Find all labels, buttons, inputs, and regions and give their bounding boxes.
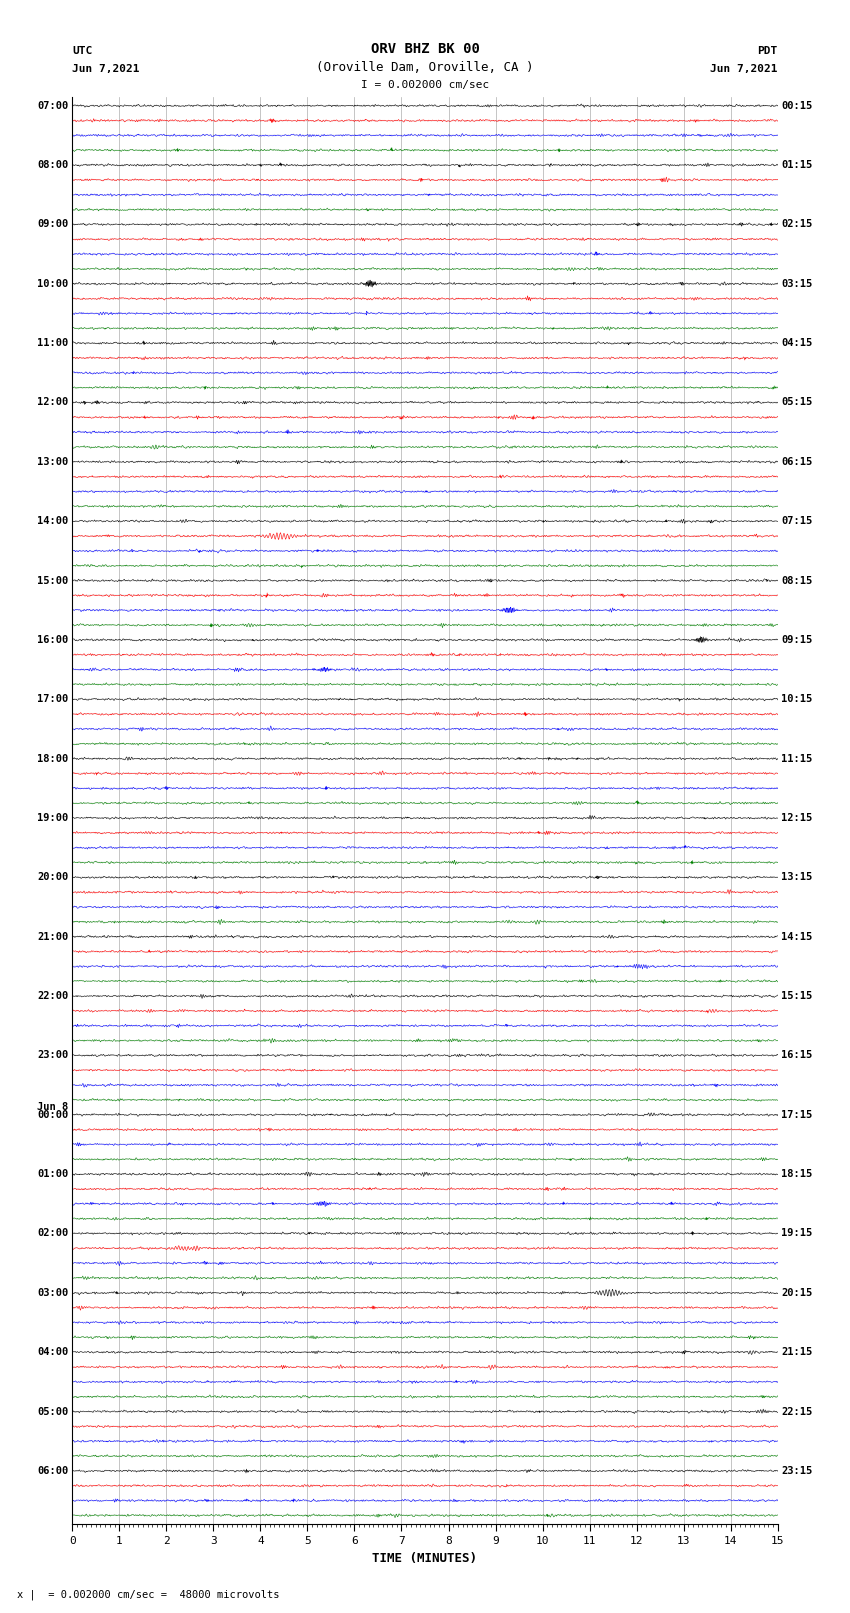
Text: 18:00: 18:00 xyxy=(37,753,69,763)
Text: 10:00: 10:00 xyxy=(37,279,69,289)
Text: 08:00: 08:00 xyxy=(37,160,69,169)
Text: 19:00: 19:00 xyxy=(37,813,69,823)
Text: 00:15: 00:15 xyxy=(781,100,813,111)
X-axis label: TIME (MINUTES): TIME (MINUTES) xyxy=(372,1552,478,1565)
Text: 23:15: 23:15 xyxy=(781,1466,813,1476)
Text: 19:15: 19:15 xyxy=(781,1229,813,1239)
Text: UTC: UTC xyxy=(72,47,93,56)
Text: 14:00: 14:00 xyxy=(37,516,69,526)
Text: 17:15: 17:15 xyxy=(781,1110,813,1119)
Text: PDT: PDT xyxy=(757,47,778,56)
Text: 21:00: 21:00 xyxy=(37,932,69,942)
Text: 04:00: 04:00 xyxy=(37,1347,69,1357)
Text: 03:00: 03:00 xyxy=(37,1287,69,1298)
Text: 04:15: 04:15 xyxy=(781,339,813,348)
Text: 20:15: 20:15 xyxy=(781,1287,813,1298)
Text: 09:15: 09:15 xyxy=(781,636,813,645)
Text: 11:15: 11:15 xyxy=(781,753,813,763)
Text: 02:15: 02:15 xyxy=(781,219,813,229)
Text: 23:00: 23:00 xyxy=(37,1050,69,1060)
Text: ORV BHZ BK 00: ORV BHZ BK 00 xyxy=(371,42,479,56)
Text: 02:00: 02:00 xyxy=(37,1229,69,1239)
Text: 15:00: 15:00 xyxy=(37,576,69,586)
Text: 22:15: 22:15 xyxy=(781,1407,813,1416)
Text: 13:00: 13:00 xyxy=(37,456,69,466)
Text: I = 0.002000 cm/sec: I = 0.002000 cm/sec xyxy=(361,81,489,90)
Text: 09:00: 09:00 xyxy=(37,219,69,229)
Text: 10:15: 10:15 xyxy=(781,694,813,705)
Text: 22:00: 22:00 xyxy=(37,990,69,1002)
Text: 01:15: 01:15 xyxy=(781,160,813,169)
Text: 21:15: 21:15 xyxy=(781,1347,813,1357)
Text: 15:15: 15:15 xyxy=(781,990,813,1002)
Text: Jun 7,2021: Jun 7,2021 xyxy=(72,65,139,74)
Text: (Oroville Dam, Oroville, CA ): (Oroville Dam, Oroville, CA ) xyxy=(316,61,534,74)
Text: Jun 8: Jun 8 xyxy=(37,1102,69,1113)
Text: 03:15: 03:15 xyxy=(781,279,813,289)
Text: 07:00: 07:00 xyxy=(37,100,69,111)
Text: 06:15: 06:15 xyxy=(781,456,813,466)
Text: 05:00: 05:00 xyxy=(37,1407,69,1416)
Text: 12:15: 12:15 xyxy=(781,813,813,823)
Text: 12:00: 12:00 xyxy=(37,397,69,408)
Text: 18:15: 18:15 xyxy=(781,1169,813,1179)
Text: 00:00: 00:00 xyxy=(37,1110,69,1119)
Text: 13:15: 13:15 xyxy=(781,873,813,882)
Text: 14:15: 14:15 xyxy=(781,932,813,942)
Text: 16:00: 16:00 xyxy=(37,636,69,645)
Text: 05:15: 05:15 xyxy=(781,397,813,408)
Text: Jun 7,2021: Jun 7,2021 xyxy=(711,65,778,74)
Text: 11:00: 11:00 xyxy=(37,339,69,348)
Text: 06:00: 06:00 xyxy=(37,1466,69,1476)
Text: 08:15: 08:15 xyxy=(781,576,813,586)
Text: 20:00: 20:00 xyxy=(37,873,69,882)
Text: x |  = 0.002000 cm/sec =  48000 microvolts: x | = 0.002000 cm/sec = 48000 microvolts xyxy=(17,1589,280,1600)
Text: 07:15: 07:15 xyxy=(781,516,813,526)
Text: 16:15: 16:15 xyxy=(781,1050,813,1060)
Text: 01:00: 01:00 xyxy=(37,1169,69,1179)
Text: 17:00: 17:00 xyxy=(37,694,69,705)
